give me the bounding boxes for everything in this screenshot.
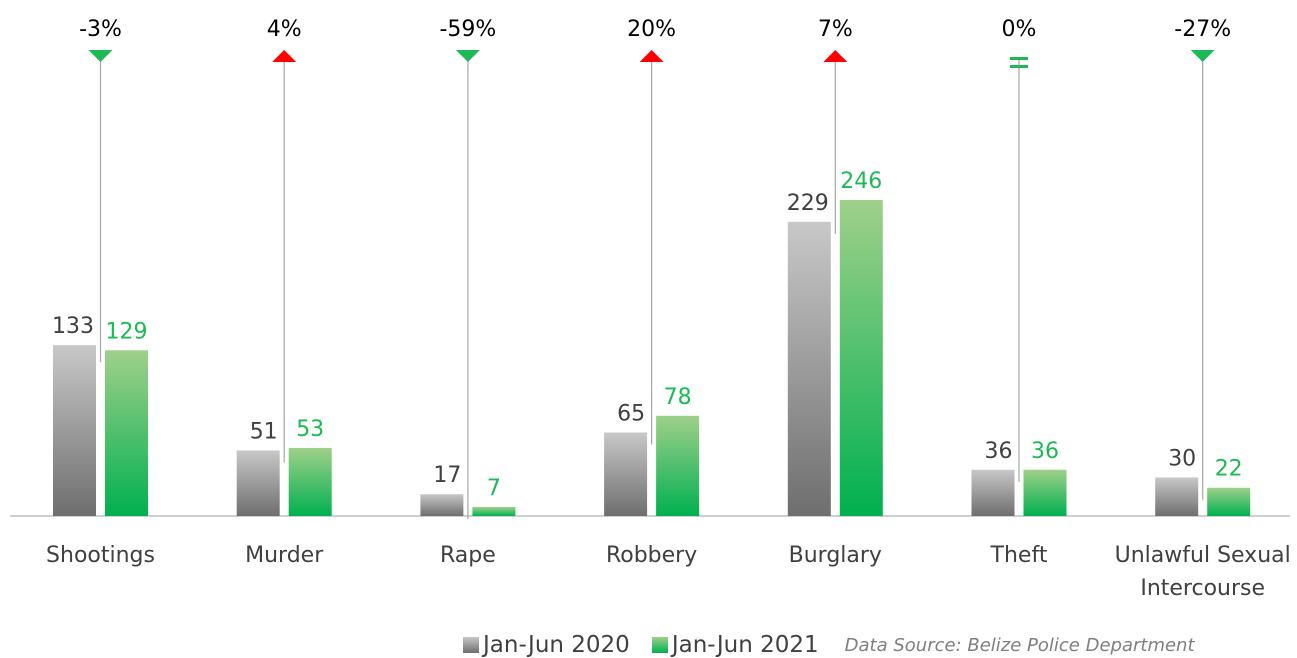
- bar-theft-2021: [1023, 469, 1067, 516]
- bar-murder-2020: [236, 450, 280, 516]
- equal-sign-icon: [1010, 65, 1028, 68]
- pct-change-robbery: 20%: [627, 17, 676, 42]
- value-label-murder-2020: 51: [250, 419, 278, 444]
- bar-robbery-2021: [656, 415, 700, 516]
- bar-unlawful-sexual-intercourse-2020: [1155, 477, 1199, 516]
- equal-sign-icon: [1010, 57, 1028, 60]
- category-label-unlawful-sexual-intercourse: Unlawful Sexual: [1115, 543, 1291, 568]
- arrow-down-icon: [88, 50, 113, 62]
- bar-burglary-2020: [787, 221, 831, 516]
- bar-unlawful-sexual-intercourse-2021: [1207, 487, 1251, 516]
- data-source-note: Data Source: Belize Police Department: [844, 634, 1195, 656]
- category-label-rape: Rape: [440, 543, 496, 568]
- arrow-down-icon: [1190, 50, 1215, 62]
- category-label-shootings: Shootings: [46, 543, 155, 568]
- pct-change-shootings: -3%: [79, 17, 122, 42]
- category-label-murder: Murder: [245, 543, 324, 568]
- pct-change-unlawful-sexual-intercourse: -27%: [1174, 17, 1231, 42]
- value-label-rape-2020: 17: [433, 463, 461, 488]
- value-label-rape-2021: 7: [487, 476, 501, 501]
- value-label-theft-2020: 36: [985, 439, 1013, 464]
- bar-theft-2020: [971, 469, 1015, 516]
- legend-swatch-2020: [463, 637, 479, 653]
- pct-change-rape: -59%: [439, 17, 496, 42]
- pct-change-burglary: 7%: [818, 17, 853, 42]
- arrow-up-icon: [272, 50, 297, 62]
- arrow-up-icon: [823, 50, 848, 62]
- value-label-murder-2021: 53: [296, 417, 324, 442]
- legend: Jan-Jun 2020 Jan-Jun 2021 Data Source: B…: [463, 632, 1195, 658]
- value-label-unlawful-sexual-intercourse-2020: 30: [1168, 446, 1196, 471]
- value-label-theft-2021: 36: [1031, 439, 1059, 464]
- category-label-robbery: Robbery: [606, 543, 697, 568]
- value-label-shootings-2021: 129: [106, 319, 148, 344]
- category-label-theft: Theft: [990, 543, 1048, 568]
- crime-bar-chart: 133 129 -3% Shootings 51 53 4% Murder 17 7 -59% Rap…: [10, 17, 1291, 601]
- bar-shootings-2021: [105, 350, 148, 516]
- pct-change-theft: 0%: [1002, 17, 1037, 42]
- arrow-down-icon: [455, 50, 480, 62]
- legend-label-2020: Jan-Jun 2020: [483, 632, 630, 658]
- bar-murder-2021: [288, 447, 332, 516]
- legend-item-2020: Jan-Jun 2020: [463, 632, 630, 658]
- value-label-robbery-2021: 78: [664, 385, 692, 410]
- bar-shootings-2020: [53, 345, 96, 516]
- pct-change-murder: 4%: [267, 17, 302, 42]
- legend-item-2021: Jan-Jun 2021: [651, 632, 819, 658]
- bar-rape-2021: [472, 507, 516, 516]
- bar-robbery-2020: [604, 432, 648, 516]
- legend-label-2021: Jan-Jun 2021: [671, 632, 819, 658]
- legend-swatch-2021: [651, 637, 668, 653]
- value-label-burglary-2021: 246: [840, 169, 882, 194]
- value-label-robbery-2020: 65: [617, 402, 645, 427]
- value-label-shootings-2020: 133: [52, 314, 94, 339]
- category-label-burglary: Burglary: [789, 543, 882, 568]
- bar-rape-2020: [420, 494, 464, 516]
- arrow-up-icon: [639, 50, 664, 62]
- bar-burglary-2021: [839, 200, 883, 516]
- value-label-burglary-2020: 229: [787, 191, 829, 216]
- category-label-unlawful-sexual-intercourse: Intercourse: [1140, 576, 1265, 601]
- value-label-unlawful-sexual-intercourse-2021: 22: [1215, 457, 1243, 482]
